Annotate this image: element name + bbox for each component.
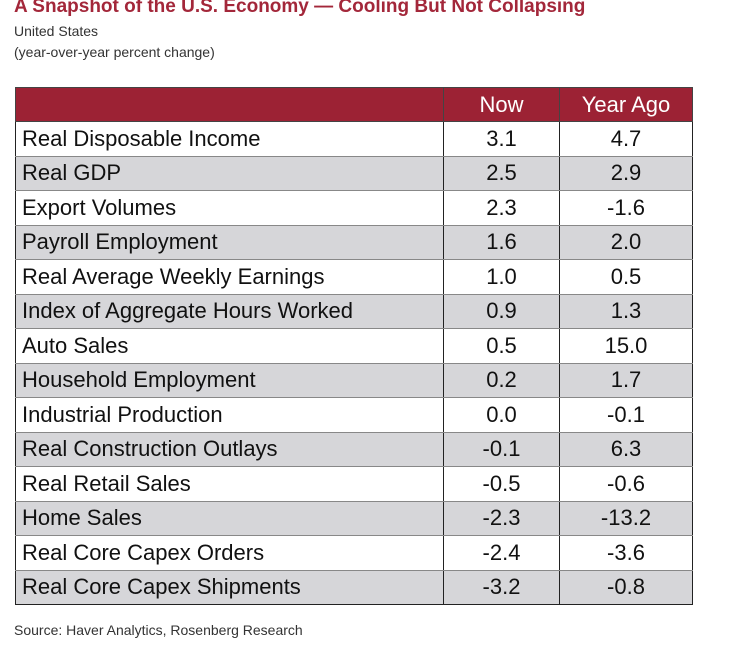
row-year-ago-value: 0.5 xyxy=(559,259,693,295)
row-year-ago-value: 15.0 xyxy=(559,328,693,364)
chart-subtitle: United States xyxy=(14,23,99,39)
table-row: Payroll Employment 1.6 2.0 xyxy=(15,225,693,260)
row-label: Real Construction Outlays xyxy=(15,432,444,467)
table-row: Real GDP 2.5 2.9 xyxy=(15,156,693,191)
row-now-value: 0.9 xyxy=(443,294,560,329)
row-now-value: 1.6 xyxy=(443,225,560,260)
header-now: Now xyxy=(443,87,560,122)
row-year-ago-value: -13.2 xyxy=(559,501,693,536)
row-year-ago-value: -0.6 xyxy=(559,466,693,502)
header-year-ago: Year Ago xyxy=(559,87,693,122)
row-now-value: 2.3 xyxy=(443,190,560,226)
row-label: Real Average Weekly Earnings xyxy=(15,259,444,295)
row-label: Real Retail Sales xyxy=(15,466,444,502)
row-now-value: 2.5 xyxy=(443,156,560,191)
row-now-value: 1.0 xyxy=(443,259,560,295)
row-year-ago-value: -0.1 xyxy=(559,397,693,433)
table-row: Household Employment 0.2 1.7 xyxy=(15,363,693,398)
table-header: Now Year Ago xyxy=(15,87,693,122)
table-row: Real Average Weekly Earnings 1.0 0.5 xyxy=(15,259,693,295)
table-row: Real Core Capex Orders -2.4 -3.6 xyxy=(15,535,693,571)
row-year-ago-value: 2.9 xyxy=(559,156,693,191)
row-label: Home Sales xyxy=(15,501,444,536)
source-note: Source: Haver Analytics, Rosenberg Resea… xyxy=(14,622,303,638)
row-year-ago-value: 2.0 xyxy=(559,225,693,260)
row-now-value: -2.4 xyxy=(443,535,560,571)
economy-table: Now Year Ago Real Disposable Income 3.1 4.… xyxy=(15,87,693,605)
row-label: Industrial Production xyxy=(15,397,444,433)
row-label: Real Disposable Income xyxy=(15,121,444,157)
row-now-value: 0.2 xyxy=(443,363,560,398)
table-row: Real Construction Outlays -0.1 6.3 xyxy=(15,432,693,467)
row-year-ago-value: -3.6 xyxy=(559,535,693,571)
row-now-value: 0.5 xyxy=(443,328,560,364)
chart-title: A Snapshot of the U.S. Economy — Cooling… xyxy=(14,0,586,17)
row-now-value: 0.0 xyxy=(443,397,560,433)
table-row: Industrial Production 0.0 -0.1 xyxy=(15,397,693,433)
row-year-ago-value: 4.7 xyxy=(559,121,693,157)
units-note: (year-over-year percent change) xyxy=(14,44,215,60)
row-label: Payroll Employment xyxy=(15,225,444,260)
header-label-cell xyxy=(15,87,444,122)
row-now-value: -0.5 xyxy=(443,466,560,502)
row-year-ago-value: -1.6 xyxy=(559,190,693,226)
table-row: Index of Aggregate Hours Worked 0.9 1.3 xyxy=(15,294,693,329)
row-year-ago-value: 1.3 xyxy=(559,294,693,329)
row-year-ago-value: -0.8 xyxy=(559,570,693,605)
row-label: Index of Aggregate Hours Worked xyxy=(15,294,444,329)
row-now-value: -2.3 xyxy=(443,501,560,536)
row-year-ago-value: 6.3 xyxy=(559,432,693,467)
row-label: Real GDP xyxy=(15,156,444,191)
row-label: Real Core Capex Shipments xyxy=(15,570,444,605)
table-row: Export Volumes 2.3 -1.6 xyxy=(15,190,693,226)
row-now-value: -3.2 xyxy=(443,570,560,605)
table-row: Real Core Capex Shipments -3.2 -0.8 xyxy=(15,570,693,605)
row-label: Auto Sales xyxy=(15,328,444,364)
row-now-value: -0.1 xyxy=(443,432,560,467)
row-label: Export Volumes xyxy=(15,190,444,226)
table-row: Real Disposable Income 3.1 4.7 xyxy=(15,121,693,157)
row-now-value: 3.1 xyxy=(443,121,560,157)
row-year-ago-value: 1.7 xyxy=(559,363,693,398)
table-body: Real Disposable Income 3.1 4.7 Real GDP 2.5 2… xyxy=(15,121,693,605)
row-label: Household Employment xyxy=(15,363,444,398)
table-row: Auto Sales 0.5 15.0 xyxy=(15,328,693,364)
table-row: Home Sales -2.3 -13.2 xyxy=(15,501,693,536)
table-row: Real Retail Sales -0.5 -0.6 xyxy=(15,466,693,502)
row-label: Real Core Capex Orders xyxy=(15,535,444,571)
